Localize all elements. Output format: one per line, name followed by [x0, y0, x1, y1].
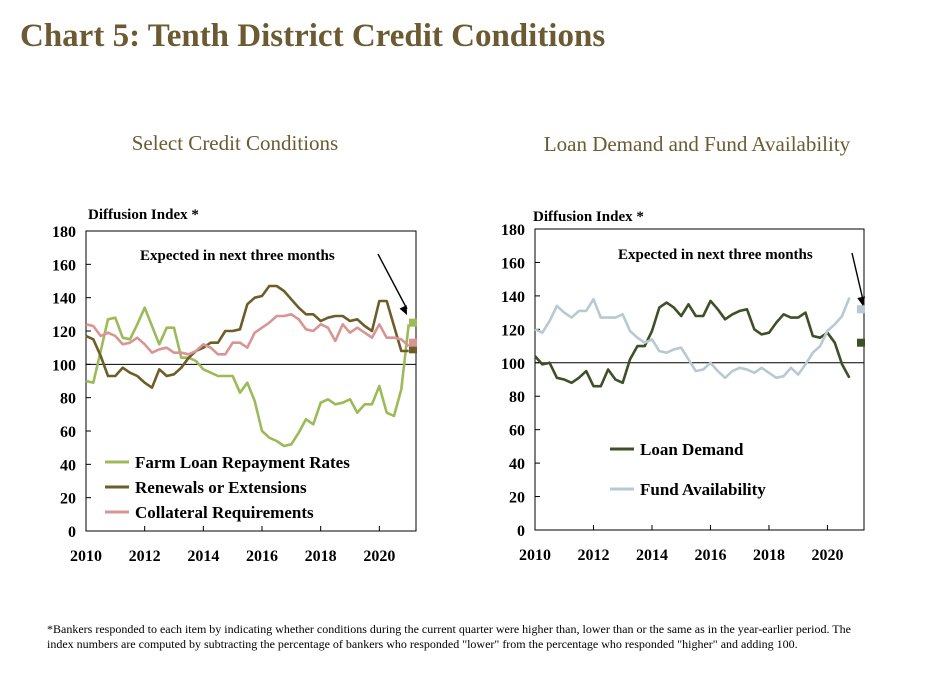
expected-marker	[857, 305, 865, 314]
y-tick-label: 40	[509, 456, 525, 473]
chart-panel-1: Select Credit Conditions Diffusion Index …	[52, 131, 417, 565]
y-tick-label: 0	[68, 524, 76, 541]
y-tick-label: 160	[501, 255, 525, 272]
x-tick-label: 2020	[811, 547, 843, 564]
series-line-loan-demand	[534, 299, 851, 388]
annotation-text: Expected in next three months	[618, 247, 813, 263]
y-tick-label: 20	[60, 491, 76, 508]
legend-label: Renewals or Extensions	[135, 478, 307, 497]
annotation-arrow	[377, 253, 408, 310]
legend-label: Fund Availability	[640, 480, 766, 499]
y-tick-label: 40	[60, 457, 76, 474]
y-tick-label: 120	[501, 322, 525, 339]
plot-frame	[534, 228, 865, 531]
x-tick-label: 2010	[70, 548, 102, 565]
x-tick-label: 2018	[753, 547, 785, 564]
y-tick-label: 60	[509, 423, 525, 440]
annotation-arrowhead	[399, 305, 407, 315]
y-tick-label: 20	[509, 490, 525, 507]
y-tick-label: 0	[517, 523, 525, 540]
y-tick-label: 180	[52, 224, 76, 241]
y-tick-label: 60	[60, 424, 76, 441]
x-tick-label: 2014	[187, 548, 219, 565]
x-tick-label: 2012	[129, 548, 161, 565]
series-line-renewals-or-extensions	[85, 284, 409, 390]
x-tick-label: 2012	[577, 547, 609, 564]
y-tick-label: 100	[52, 357, 76, 374]
y-tick-label: 160	[52, 257, 76, 274]
chart-title: Select Credit Conditions	[132, 131, 338, 155]
legend-label: Collateral Requirements	[135, 503, 314, 522]
annotation-arrow	[851, 252, 864, 301]
y-axis-label: Diffusion Index *	[533, 209, 644, 225]
y-tick-label: 140	[52, 291, 76, 308]
y-tick-label: 140	[501, 289, 525, 306]
y-tick-label: 100	[501, 356, 525, 373]
x-tick-label: 2010	[519, 547, 551, 564]
chart-panel-2: Loan Demand and Fund Availability Diffusi…	[501, 132, 866, 564]
y-tick-label: 80	[509, 389, 525, 406]
x-tick-label: 2016	[694, 547, 726, 564]
legend-label: Loan Demand	[640, 440, 744, 459]
series-line-fund-availability	[534, 297, 851, 380]
y-tick-label: 80	[60, 391, 76, 408]
y-tick-label: 120	[52, 324, 76, 341]
annotation-arrowhead	[857, 296, 866, 306]
x-tick-label: 2014	[636, 547, 668, 564]
x-tick-label: 2020	[363, 548, 395, 565]
x-tick-label: 2016	[246, 548, 278, 565]
legend-label: Farm Loan Repayment Rates	[135, 453, 350, 472]
footnote: *Bankers responded to each item by indic…	[47, 622, 851, 651]
y-axis-label: Diffusion Index *	[88, 207, 199, 223]
chart-title: Loan Demand and Fund Availability	[544, 132, 851, 156]
expected-marker	[409, 338, 417, 347]
x-tick-label: 2018	[305, 548, 337, 565]
expected-marker	[857, 338, 865, 347]
expected-marker	[409, 318, 417, 327]
y-tick-label: 180	[501, 222, 525, 239]
page-title: Chart 5: Tenth District Credit Condition…	[20, 18, 606, 54]
annotation-text: Expected in next three months	[140, 248, 335, 264]
expected-marker	[409, 345, 417, 354]
